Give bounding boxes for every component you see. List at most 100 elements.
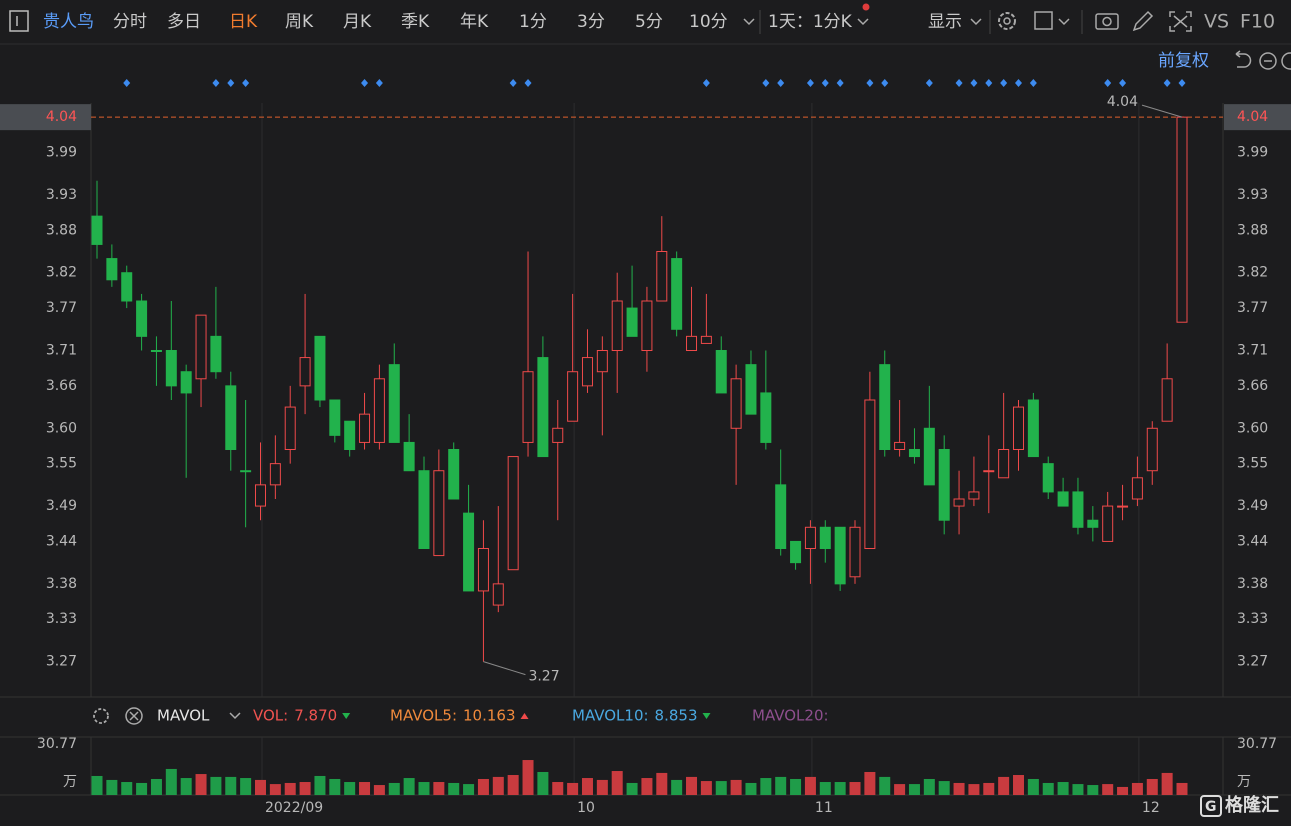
y-tick-label: 3.27	[1237, 654, 1268, 670]
event-marker[interactable]	[212, 79, 220, 87]
event-marker[interactable]	[881, 79, 889, 87]
y-tick-label: 3.44	[1237, 533, 1268, 549]
event-marker[interactable]	[1163, 79, 1171, 87]
candle-body	[596, 350, 608, 373]
tab[interactable]: 月K	[343, 12, 372, 32]
fullscreen-icon[interactable]	[1169, 11, 1192, 32]
tab[interactable]: 1分	[519, 12, 547, 32]
tab[interactable]: 5分	[635, 12, 663, 32]
event-marker[interactable]	[1029, 79, 1037, 87]
chevron[interactable]	[970, 18, 982, 26]
tab[interactable]: 日K	[229, 12, 258, 32]
event-marker[interactable]	[955, 79, 963, 87]
candle-body	[240, 470, 252, 473]
y-tick-label: 3.38	[46, 576, 77, 592]
volume-bar	[1117, 786, 1129, 795]
indicator-value: 10.163	[463, 707, 516, 725]
tab[interactable]: 季K	[401, 12, 430, 32]
volume-bar	[165, 768, 177, 795]
volume-bar	[908, 784, 920, 795]
volume-bar	[522, 760, 534, 795]
indicator-label: MAVOL10:	[572, 707, 649, 725]
menu-icon[interactable]	[9, 10, 29, 32]
candle-body	[760, 392, 772, 443]
indicator-name[interactable]: MAVOL	[157, 707, 210, 725]
event-marker[interactable]	[524, 79, 532, 87]
y-tick-label: 3.60	[46, 420, 77, 436]
camera-icon[interactable]	[1095, 13, 1119, 30]
reset-icon[interactable]	[1235, 50, 1252, 68]
candle-body	[403, 441, 415, 472]
settings-icon[interactable]	[998, 12, 1016, 30]
candle-body	[938, 449, 950, 521]
tab[interactable]: 年K	[460, 12, 489, 32]
event-marker[interactable]	[925, 79, 933, 87]
tab[interactable]: 10分	[689, 12, 728, 32]
event-marker[interactable]	[375, 79, 383, 87]
event-marker[interactable]	[1178, 79, 1186, 87]
candle-body	[968, 491, 980, 500]
zoom-out-icon[interactable]	[1259, 52, 1277, 70]
candle-body	[804, 526, 816, 549]
event-marker[interactable]	[361, 79, 369, 87]
event-marker[interactable]	[1119, 79, 1127, 87]
y-tick-label: 3.33	[46, 611, 77, 627]
candle-body	[1087, 519, 1099, 528]
pen-icon[interactable]	[1132, 10, 1154, 32]
y-tick-label: 3.93	[1237, 187, 1268, 203]
volume-bar	[1102, 784, 1114, 795]
tab[interactable]: 多日	[167, 12, 201, 32]
volume-bar	[121, 782, 133, 795]
y-tick-label: 3.88	[1237, 222, 1268, 238]
candle-body	[522, 371, 534, 443]
tab[interactable]: 周K	[285, 12, 314, 32]
vs-button[interactable]: VS	[1204, 11, 1229, 33]
zoom-in-icon[interactable]	[1281, 52, 1291, 70]
indicator-close[interactable]	[125, 707, 143, 725]
volume-bar	[1131, 782, 1143, 795]
event-marker[interactable]	[866, 79, 874, 87]
candle-body	[641, 300, 653, 351]
event-marker[interactable]	[509, 79, 517, 87]
event-marker[interactable]	[227, 79, 235, 87]
event-marker[interactable]	[970, 79, 978, 87]
candle-body	[1176, 116, 1188, 323]
chevron[interactable]	[1058, 18, 1070, 26]
event-marker[interactable]	[1015, 79, 1023, 87]
event-marker[interactable]	[242, 79, 250, 87]
event-marker[interactable]	[1000, 79, 1008, 87]
tab[interactable]: 3分	[577, 12, 605, 32]
candle-body	[611, 300, 623, 351]
candle-body	[819, 526, 831, 549]
event-marker[interactable]	[702, 79, 710, 87]
volume-bar	[715, 781, 727, 795]
adjust-button[interactable]: 前复权	[1158, 51, 1209, 71]
candle-body	[700, 335, 712, 344]
chevron[interactable]	[857, 18, 869, 26]
square-icon[interactable]	[1034, 11, 1053, 30]
candle-body	[165, 350, 177, 387]
event-marker[interactable]	[806, 79, 814, 87]
f10-button[interactable]: F10	[1240, 11, 1275, 33]
event-marker[interactable]	[777, 79, 785, 87]
event-marker[interactable]	[836, 79, 844, 87]
chevron[interactable]	[743, 18, 755, 26]
candle-body	[433, 470, 445, 557]
watermark-logo	[1200, 795, 1222, 817]
period-select[interactable]: 1天：1分K	[768, 12, 853, 32]
event-marker[interactable]	[123, 79, 131, 87]
candle-body	[983, 470, 995, 473]
candle-body	[180, 371, 192, 394]
tab[interactable]: 分时	[113, 12, 147, 32]
stock-name[interactable]: 贵人鸟	[43, 12, 94, 32]
event-marker[interactable]	[985, 79, 993, 87]
chevron[interactable]	[229, 712, 241, 720]
event-marker[interactable]	[762, 79, 770, 87]
volume-bar	[388, 782, 400, 795]
event-marker[interactable]	[821, 79, 829, 87]
event-marker[interactable]	[1104, 79, 1112, 87]
indicator-settings[interactable]	[93, 708, 109, 724]
candle-body	[314, 335, 326, 401]
display-menu[interactable]: 显示	[928, 12, 962, 32]
